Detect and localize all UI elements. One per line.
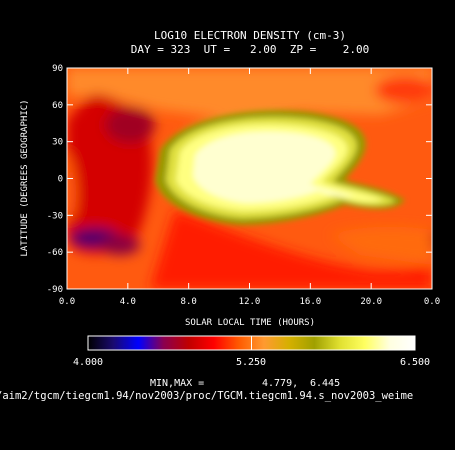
chart-subtitle: DAY = 323 UT = 2.00 ZP = 2.00 [131,43,369,56]
x-axis-label: SOLAR LOCAL TIME (HOURS) [185,318,315,328]
x-tick-label-3: 12.0 [239,297,261,307]
x-tick-label-5: 20.0 [360,297,382,307]
y-axis-label: LATITUDE (DEGREES GEOGRAPHIC) [20,99,30,256]
min-value: 4.779, [262,378,298,389]
y-tick-label-6: -90 [47,285,63,295]
y-tick-label-5: -60 [47,248,63,258]
x-tick-label-0: 0.0 [59,297,75,307]
x-tick-label-2: 8.0 [181,297,197,307]
y-tick-label-0: 90 [52,64,63,74]
y-tick-label-2: 30 [52,138,63,148]
x-axis-ticks: 0.0 4.0 8.0 12.0 16.0 20.0 0.0 [59,68,440,307]
colorbar-label-max: 6.500 [400,357,430,368]
colorbar-label-mid: 5.250 [236,357,266,368]
density-field [67,68,432,289]
file-path: /aim2/tgcm/tiegcm1.94/nov2003/proc/TGCM.… [0,390,413,402]
y-tick-label-1: 60 [52,101,63,111]
x-tick-label-1: 4.0 [120,297,136,307]
y-tick-label-3: 0 [58,175,63,185]
chart-title: LOG10 ELECTRON DENSITY (cm-3) [154,29,346,42]
x-tick-label-4: 16.0 [299,297,321,307]
colorbar-label-min: 4.000 [73,357,103,368]
y-axis-ticks: 90 60 30 0 -30 -60 -90 [47,64,432,295]
max-value: 6.445 [310,378,340,389]
y-tick-label-4: -30 [47,211,63,221]
minmax-label: MIN,MAX = [150,378,204,389]
x-tick-label-6: 0.0 [424,297,440,307]
